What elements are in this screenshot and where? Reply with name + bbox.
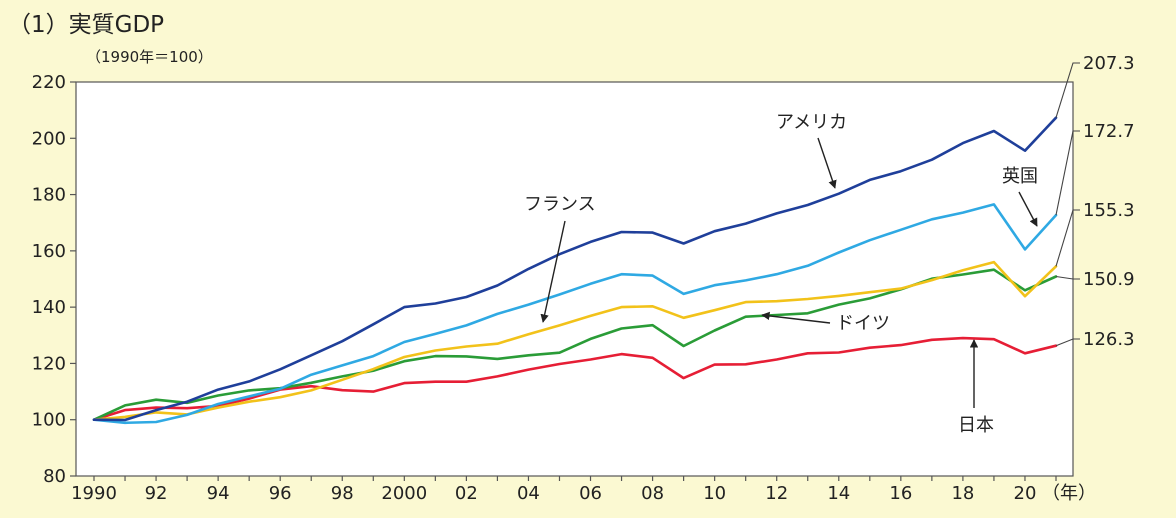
end-value-label-2: 172.7 <box>1083 121 1135 142</box>
annotation-arrow-4 <box>761 311 831 324</box>
series-line-5 <box>92 336 1058 422</box>
y-tick-label: 140 <box>32 297 66 318</box>
x-tick-label: 12 <box>765 483 788 504</box>
end-value-leader-5 <box>1055 338 1080 347</box>
series-layer <box>92 116 1058 425</box>
y-tick-label: 100 <box>32 410 66 431</box>
x-tick-label: 92 <box>145 483 168 504</box>
x-tick-label: 98 <box>331 483 354 504</box>
end-value-label-5: 126.3 <box>1083 329 1135 350</box>
annotation-label-5: 日本 <box>958 415 994 436</box>
x-tick-label: 04 <box>517 483 540 504</box>
y-tick-label: 220 <box>32 72 66 93</box>
end-value-label-4: 150.9 <box>1083 269 1135 290</box>
end-value-leader-2 <box>1055 130 1080 216</box>
x-tick-label: 16 <box>889 483 912 504</box>
x-tick-label: 08 <box>641 483 664 504</box>
y-tick-label: 180 <box>32 185 66 206</box>
x-axis: 1990 92 94 96 98 2000 02 04 06 08 10 12 14 16 18 20 <box>71 476 1057 504</box>
annotation-label-2: 英国 <box>1002 166 1038 187</box>
annotation-arrow-2 <box>1018 191 1038 227</box>
series-line-2 <box>92 203 1058 425</box>
end-value-label-3: 155.3 <box>1083 200 1135 221</box>
annotation-label-1: アメリカ <box>776 112 847 133</box>
series-line-3 <box>92 260 1058 422</box>
x-tick-label: 2000 <box>381 483 427 504</box>
x-tick-label: 02 <box>455 483 478 504</box>
annotation-label-4: ドイツ <box>836 313 890 334</box>
y-tick-label: 160 <box>32 241 66 262</box>
x-tick-label: 10 <box>703 483 726 504</box>
series-line-4 <box>92 268 1058 422</box>
end-value-leader-1 <box>1055 62 1080 118</box>
chart-subtitle: （1990年＝100） <box>86 48 213 66</box>
end-value-leader-4 <box>1055 275 1080 280</box>
x-tick-label: 1990 <box>71 483 117 504</box>
chart-title: （1）実質GDP <box>8 12 164 38</box>
x-tick-label: 94 <box>207 483 230 504</box>
x-tick-label: 20 <box>1014 483 1037 504</box>
y-axis: 80 100 120 140 160 180 200 220 <box>32 72 76 487</box>
x-tick-label: 06 <box>579 483 602 504</box>
y-tick-label: 80 <box>43 466 66 487</box>
x-tick-label: 96 <box>269 483 292 504</box>
plot-area <box>75 81 1074 477</box>
y-tick-label: 200 <box>32 128 66 149</box>
y-tick-label: 120 <box>32 353 66 374</box>
annotation-label-3: フランス <box>524 194 596 215</box>
x-tick-label: 18 <box>951 483 974 504</box>
series-line-1 <box>92 116 1058 422</box>
x-tick-label: 14 <box>827 483 850 504</box>
end-value-label-1: 207.3 <box>1083 53 1135 74</box>
annotation-arrow-3 <box>540 220 566 323</box>
end-value-leader-3 <box>1055 209 1080 267</box>
annotation-arrow-1 <box>817 137 837 189</box>
x-axis-unit-label: （年） <box>1042 483 1096 504</box>
end-value-labels: 207.3 172.7 155.3 150.9 126.3 <box>1055 53 1135 350</box>
